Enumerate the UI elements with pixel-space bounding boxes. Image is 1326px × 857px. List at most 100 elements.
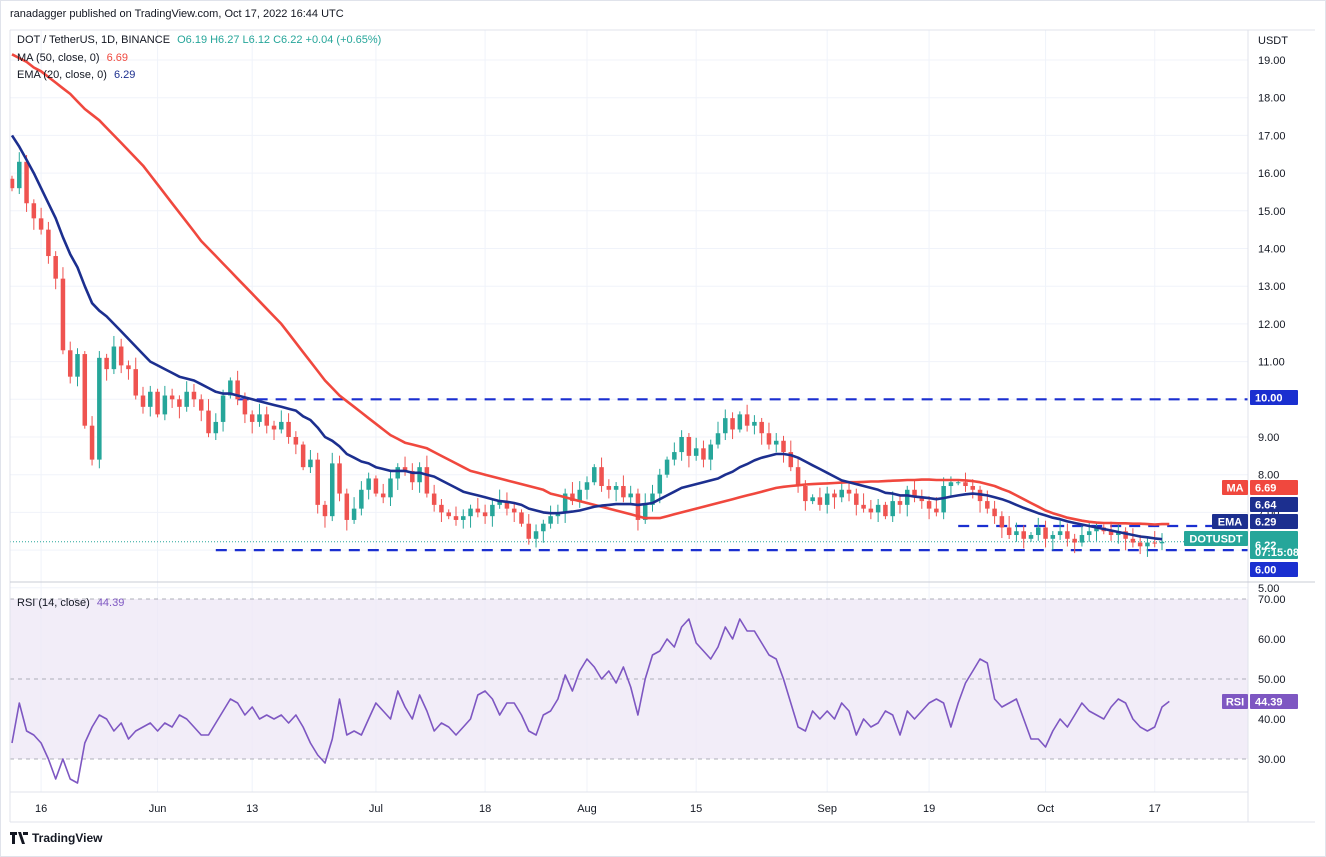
candle[interactable] xyxy=(155,389,160,418)
candle[interactable] xyxy=(315,453,320,514)
candle-body xyxy=(898,501,903,505)
candle-body xyxy=(155,392,160,415)
candle-body xyxy=(352,509,357,520)
candle-body xyxy=(927,501,932,509)
time-tick-label: Jul xyxy=(369,803,383,815)
ema-legend-label[interactable]: EMA (20, close, 0) xyxy=(17,69,107,81)
price-tick-label: 11.00 xyxy=(1258,357,1285,369)
candle-body xyxy=(163,396,168,415)
rsi-band xyxy=(10,599,1248,759)
candle-body xyxy=(126,365,131,369)
rsi-badge-label: RSI xyxy=(1222,694,1248,709)
ema-legend-value: 6.29 xyxy=(114,69,135,81)
symbol-title[interactable]: DOT / TetherUS, 1D, BINANCE xyxy=(17,34,170,46)
candle-body xyxy=(366,478,371,489)
time-tick-label: 19 xyxy=(923,803,935,815)
candle-body xyxy=(75,354,80,377)
ma-badge-value: 6.69 xyxy=(1250,480,1298,495)
candle-body xyxy=(250,414,255,422)
candle-body xyxy=(90,426,95,460)
candle-body xyxy=(628,494,633,498)
candle-body xyxy=(119,347,124,366)
tradingview-brand: TradingView xyxy=(32,831,102,845)
price-tick-label: 8.00 xyxy=(1258,470,1279,482)
candle-body xyxy=(337,463,342,493)
candle[interactable] xyxy=(374,475,379,496)
candle-body xyxy=(1021,531,1026,539)
candle-body xyxy=(1000,516,1005,527)
candle-body xyxy=(956,482,961,483)
level-badge-10: 10.00 xyxy=(1250,390,1298,405)
candle-body xyxy=(490,505,495,516)
candle-body xyxy=(607,486,612,490)
tradingview-footer[interactable]: TradingView xyxy=(10,831,102,845)
ema-badge-value-text: 6.29 xyxy=(1255,517,1276,529)
candle-countdown: 07:15:08 xyxy=(1255,547,1299,559)
candle[interactable] xyxy=(301,442,306,471)
candle-body xyxy=(519,512,524,523)
candle-body xyxy=(781,441,786,452)
ohlc-values: O6.19 H6.27 L6.12 C6.22 +0.04 (+0.65%) xyxy=(177,34,381,46)
candle-body xyxy=(461,516,466,520)
level-badge-6-64: 6.64 xyxy=(1250,497,1298,512)
candle-body xyxy=(1145,543,1150,547)
candle-body xyxy=(439,505,444,513)
candle-body xyxy=(1014,531,1019,535)
level-badge-6-text: 6.00 xyxy=(1255,565,1276,577)
ema-legend[interactable]: EMA (20, close, 0) 6.29 xyxy=(17,69,135,81)
candle-body xyxy=(32,203,37,218)
candle[interactable] xyxy=(83,351,88,429)
symbol-legend[interactable]: DOT / TetherUS, 1D, BINANCE O6.19 H6.27 … xyxy=(17,34,381,46)
candle-body xyxy=(810,497,815,501)
candle[interactable] xyxy=(738,411,743,432)
candle-body xyxy=(17,162,22,188)
candle-body xyxy=(825,494,830,505)
time-tick-label: 17 xyxy=(1149,803,1161,815)
candle-body xyxy=(1007,527,1012,535)
candle-body xyxy=(104,358,109,369)
candle-body xyxy=(396,467,401,478)
price-tick-label: 19.00 xyxy=(1258,55,1286,67)
candle-body xyxy=(1087,531,1092,535)
candle-body xyxy=(1043,527,1048,538)
candle-body xyxy=(971,486,976,490)
candle[interactable] xyxy=(228,377,233,398)
candle[interactable] xyxy=(592,464,597,485)
candle-body xyxy=(148,392,153,407)
trading-chart[interactable]: 19.0018.0017.0016.0015.0014.0013.0012.00… xyxy=(0,0,1326,857)
time-tick-label: Oct xyxy=(1037,803,1054,815)
candle-body xyxy=(432,494,437,505)
candle-body xyxy=(599,467,604,486)
candle[interactable] xyxy=(97,351,102,468)
candle-body xyxy=(53,256,58,279)
candle[interactable] xyxy=(61,267,66,354)
candle-body xyxy=(723,418,728,433)
ma-legend-label[interactable]: MA (50, close, 0) xyxy=(17,52,100,64)
candle[interactable] xyxy=(665,457,670,478)
candle-body xyxy=(417,467,422,482)
candle-body xyxy=(752,422,757,426)
candle-body xyxy=(133,369,138,395)
candle-body xyxy=(1029,535,1034,539)
candle-body xyxy=(61,279,66,351)
price-tick-label: 5.00 xyxy=(1258,583,1279,595)
candle-body xyxy=(46,230,51,256)
candle-body xyxy=(745,414,750,425)
candle-body xyxy=(272,426,277,430)
time-tick-label: 16 xyxy=(35,803,47,815)
ma-legend[interactable]: MA (50, close, 0) 6.69 xyxy=(17,52,128,64)
candle-body xyxy=(243,399,248,414)
time-tick-label: Aug xyxy=(577,803,597,815)
candle-body xyxy=(1072,539,1077,543)
candle-body xyxy=(199,399,204,410)
rsi-legend-label[interactable]: RSI (14, close) xyxy=(17,597,90,609)
candle-body xyxy=(985,501,990,509)
candle-body xyxy=(1131,539,1136,543)
time-tick-label: 15 xyxy=(690,803,702,815)
candle-body xyxy=(854,494,859,505)
candle-body xyxy=(1036,527,1041,535)
candle-body xyxy=(381,494,386,498)
rsi-legend[interactable]: RSI (14, close) 44.39 xyxy=(17,597,124,609)
candle-body xyxy=(1080,535,1085,543)
rsi-tick-label: 60.00 xyxy=(1258,634,1286,646)
